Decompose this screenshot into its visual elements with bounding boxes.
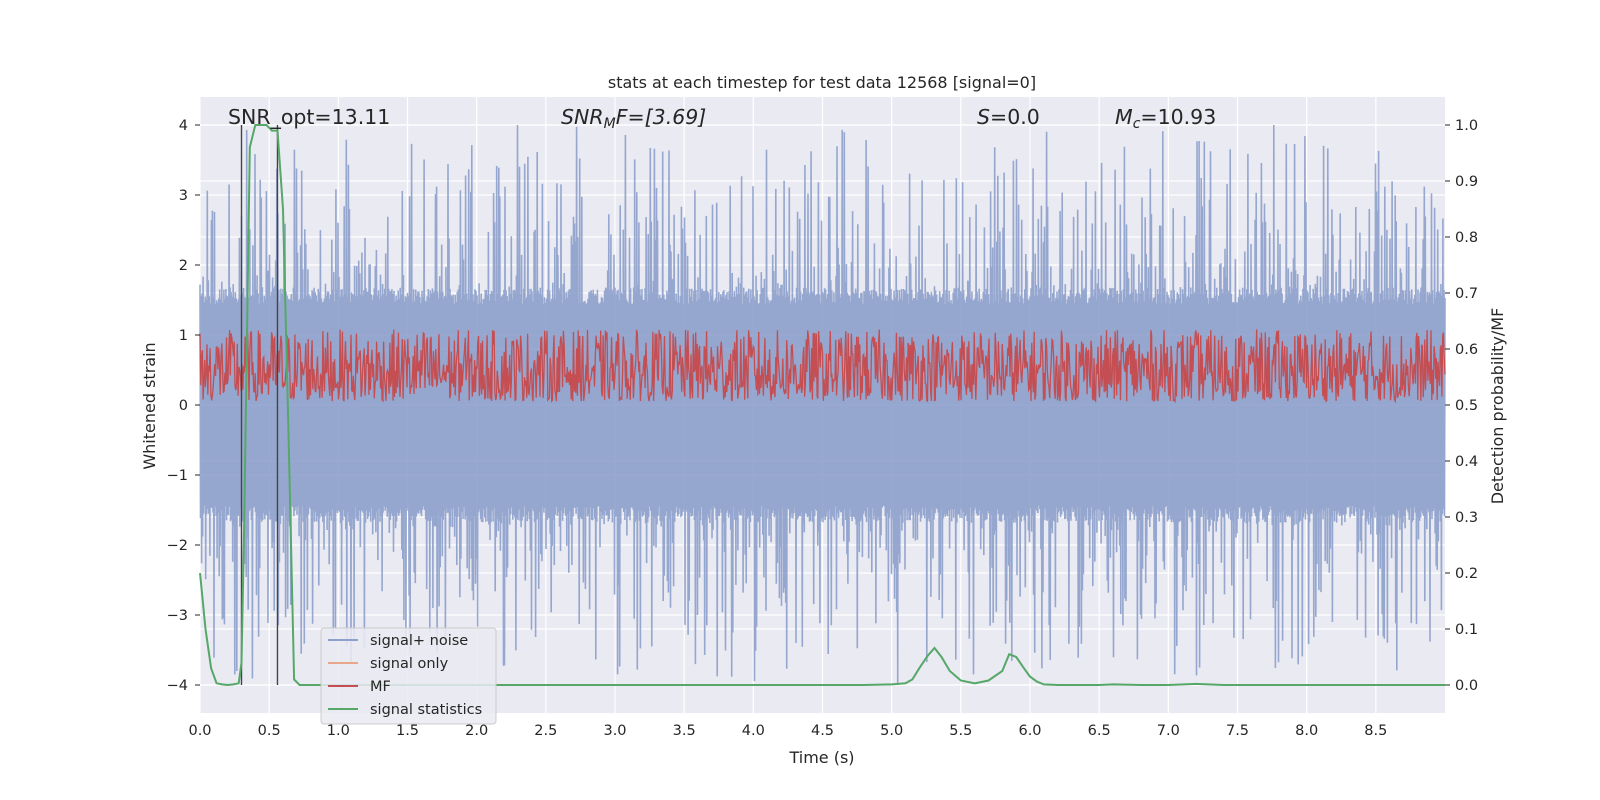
- y2-tick-label: 0.7: [1455, 286, 1478, 302]
- x-tick-label: 5.0: [880, 723, 903, 739]
- x-tick-label: 5.5: [949, 723, 972, 739]
- y-tick-label: −4: [167, 678, 188, 694]
- series-mf: [199, 329, 1446, 404]
- x-tick-label: 1.5: [396, 723, 419, 739]
- x-tick-label: 8.5: [1364, 723, 1387, 739]
- y2-tick-label: 0.0: [1455, 678, 1478, 694]
- annotation-snr-mf: SNRMF=[3.69]: [561, 105, 706, 132]
- y-tick-label: 4: [179, 118, 188, 134]
- y2-tick-label: 1.0: [1455, 118, 1478, 134]
- x-tick-label: 3.0: [603, 723, 626, 739]
- y2-axis-label: Detection probability/MF: [1488, 308, 1507, 505]
- legend-label-mf: MF: [370, 679, 391, 695]
- y2-tick-label: 0.8: [1455, 230, 1478, 246]
- annotation-s-symbol: S: [977, 105, 990, 129]
- legend-label-signal-only: signal only: [370, 656, 449, 672]
- x-axis-label: Time (s): [788, 748, 854, 767]
- annotation-mc-symbol: M: [1115, 105, 1133, 129]
- annotation-snr-mf-symbol: SNR: [561, 105, 604, 129]
- x-tick-label: 7.0: [1157, 723, 1180, 739]
- annotation-mc: Mc=10.93: [1115, 105, 1216, 132]
- x-tick-label: 2.0: [465, 723, 488, 739]
- axis-ticks: 0.0 0.5 1.0 1.5 2.0 2.5 3.0 3.5 4.0 4.5 5.0 5.5 6.0 6…: [167, 118, 1478, 739]
- y-tick-label: −2: [167, 538, 188, 554]
- annotation-s: S=0.0: [977, 105, 1040, 129]
- annotation-snr-mf-tail: F=[3.69]: [616, 105, 707, 129]
- x-tick-label: 7.5: [1226, 723, 1249, 739]
- annotation-mc-subscript: c: [1133, 116, 1141, 132]
- x-tick-label: 1.0: [327, 723, 350, 739]
- y2-tick-label: 0.9: [1455, 174, 1478, 190]
- x-tick-label: 8.0: [1295, 723, 1318, 739]
- x-tick-label: 6.5: [1088, 723, 1111, 739]
- x-tick-label: 3.5: [673, 723, 696, 739]
- x-tick-label: 2.5: [534, 723, 557, 739]
- x-tick-label: 4.5: [811, 723, 834, 739]
- signal-plus-noise-line: [199, 124, 1446, 685]
- y-tick-label: −3: [167, 608, 188, 624]
- series-signal-statistics: [199, 124, 1445, 687]
- series-signal-plus-noise: [199, 124, 1446, 685]
- x-tick-label: 6.0: [1018, 723, 1041, 739]
- y2-tick-label: 0.1: [1455, 622, 1478, 638]
- y2-tick-label: 0.3: [1455, 510, 1478, 526]
- y-tick-label: 2: [179, 258, 188, 274]
- chart-title: stats at each timestep for test data 125…: [608, 73, 1036, 92]
- y-axis-label: Whitened strain: [140, 342, 159, 469]
- vertical-markers: [240, 125, 279, 685]
- legend-label-signal-statistics: signal statistics: [370, 702, 482, 718]
- x-tick-label: 0.5: [258, 723, 281, 739]
- legend: signal+ noise signal only MF signal stat…: [320, 627, 497, 725]
- y-tick-label: 1: [179, 328, 188, 344]
- signal-statistics-line: [199, 124, 1445, 687]
- y2-tick-label: 0.5: [1455, 398, 1478, 414]
- mf-line: [199, 329, 1446, 404]
- y2-tick-label: 0.2: [1455, 566, 1478, 582]
- x-tick-label: 0.0: [188, 723, 211, 739]
- y-tick-label: 3: [179, 188, 188, 204]
- legend-label-signal-plus-noise: signal+ noise: [370, 633, 468, 649]
- annotation-snr-opt: SNR_opt=13.11: [228, 105, 390, 130]
- annotation-mc-value: =10.93: [1140, 105, 1216, 129]
- y2-tick-label: 0.4: [1455, 454, 1478, 470]
- x-tick-label: 4.0: [742, 723, 765, 739]
- y2-tick-label: 0.6: [1455, 342, 1478, 358]
- annotation-snr-mf-subscript: M: [604, 116, 616, 132]
- y-tick-label: −1: [167, 468, 188, 484]
- legend-box: [320, 627, 497, 725]
- annotation-s-value: =0.0: [990, 105, 1040, 129]
- y-tick-label: 0: [179, 398, 188, 414]
